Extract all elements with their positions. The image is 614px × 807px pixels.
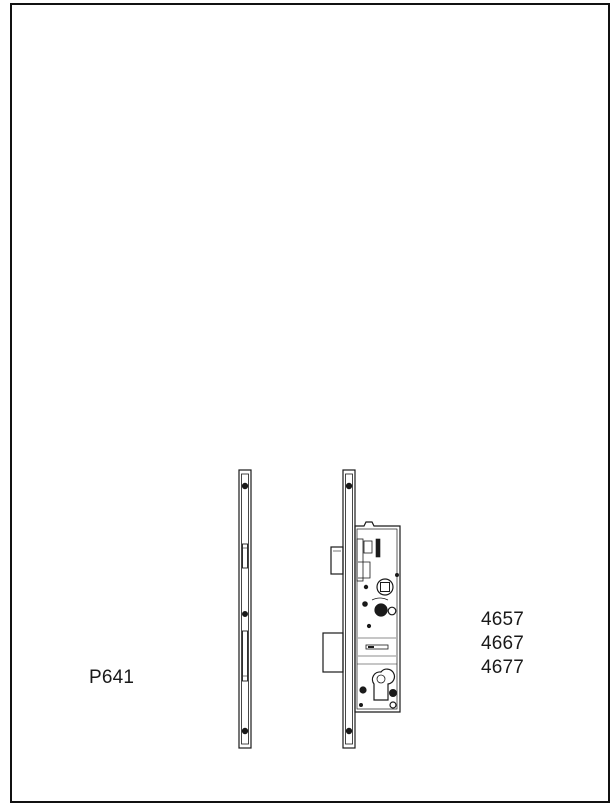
case-screw-right [389,688,398,697]
lock-code: 4677 [481,657,525,678]
strike-plate-drawing [238,469,252,749]
spindle-square [380,582,390,592]
faceplate-screw-bottom [345,727,353,735]
strike-plate-screw-top [241,482,249,490]
strike-plate-code: P641 [89,667,135,688]
drawing-frame [10,3,610,803]
strike-plate-latch-slot [242,543,248,569]
follower-hub [376,578,394,596]
lock-code-list: 4657 4667 4677 [481,608,524,680]
strike-plate-screw-bottom [241,727,249,735]
euro-cylinder-cutout [371,668,396,701]
case-screw-left [359,686,367,694]
throw-bar [365,644,389,650]
strike-plate-inner [241,473,249,745]
strike-plate-outer [238,469,252,749]
lock-faceplate [342,469,356,749]
dead-bolt [322,632,344,673]
lock-drawing [322,469,401,749]
strike-plate-screw-mid [242,610,249,617]
lock-case-body [354,521,401,713]
lever-hub [374,603,388,617]
latch-bolt [330,546,344,575]
lock-code: 4667 [481,633,525,654]
faceplate-screw-top [345,482,353,490]
lock-code: 4657 [481,609,525,630]
strike-plate-bolt-slot [242,630,248,682]
